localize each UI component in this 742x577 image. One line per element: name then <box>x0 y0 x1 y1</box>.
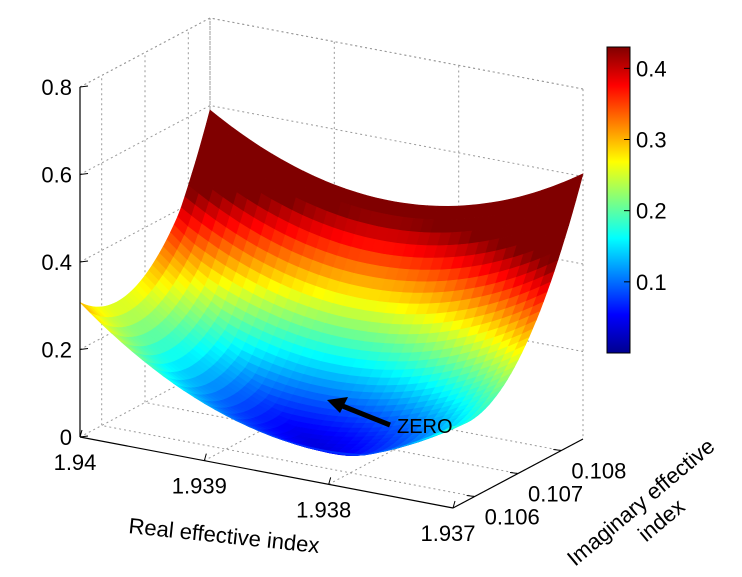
z-gridline <box>79 104 584 177</box>
y-axis-title-line1: Imaginary effective <box>562 433 719 571</box>
z-tick-mark <box>79 348 89 350</box>
x-tick-mark <box>452 500 456 509</box>
colorbar-tick-label: 0.3 <box>636 128 667 153</box>
surface-patch <box>442 425 457 432</box>
x-gridline <box>328 65 460 485</box>
x-gridline <box>204 41 335 462</box>
z-tick-mark <box>79 173 89 175</box>
y-tick-mark <box>466 495 475 497</box>
y-gridline <box>144 52 519 474</box>
x-tick-mark <box>328 477 332 485</box>
y-tick-mark <box>509 472 519 474</box>
annotation-zero: ZERO <box>397 416 453 438</box>
y-tick-label: 0.108 <box>571 459 626 484</box>
y-tick-label: 0.107 <box>528 482 583 507</box>
colorbar-tick-label: 0.2 <box>636 199 667 224</box>
y-tick-mark <box>553 449 562 451</box>
zero-annotation: ZERO <box>327 397 453 438</box>
axis-lines <box>79 85 584 509</box>
x-tick-label: 1.939 <box>172 474 227 499</box>
x-axis-line <box>79 436 454 509</box>
z-gridline <box>79 17 584 90</box>
box-top-edge <box>79 17 584 90</box>
z-tick-mark <box>79 435 89 438</box>
x-tick-label: 1.937 <box>420 521 475 546</box>
y-axis-title: Imaginary effective index <box>562 433 719 571</box>
y-tick-label: 0.106 <box>485 505 540 530</box>
colorbar-tick-label: 0.4 <box>636 56 667 81</box>
annotation-arrow <box>339 402 391 428</box>
z-tick-mark <box>79 85 89 88</box>
x-tick-mark <box>79 429 83 438</box>
x-tick-mark <box>203 453 207 461</box>
z-tick-label: 0.8 <box>41 75 72 100</box>
x-tick-label: 1.94 <box>54 450 97 475</box>
z-tick-label: 0 <box>60 425 72 450</box>
colorbar-gradient <box>606 46 631 354</box>
annotation-arrowhead <box>327 397 348 413</box>
x-gridline <box>452 89 584 509</box>
z-tick-label: 0.6 <box>41 163 72 188</box>
z-tick-label: 0.2 <box>41 338 72 363</box>
x-axis-title: Real effective index <box>127 513 320 558</box>
y-gridline <box>101 75 475 497</box>
x-tick-label: 1.938 <box>296 497 351 522</box>
colorbar: 0.1 0.2 0.3 0.4 <box>606 46 667 354</box>
z-tick-mark <box>79 260 89 263</box>
surface-mesh <box>79 109 584 457</box>
z-tick-label: 0.4 <box>41 250 72 275</box>
tick-labels: 00.20.40.60.81.941.9391.9381.9370.1060.1… <box>41 75 626 546</box>
colorbar-tick-label: 0.1 <box>636 270 667 295</box>
